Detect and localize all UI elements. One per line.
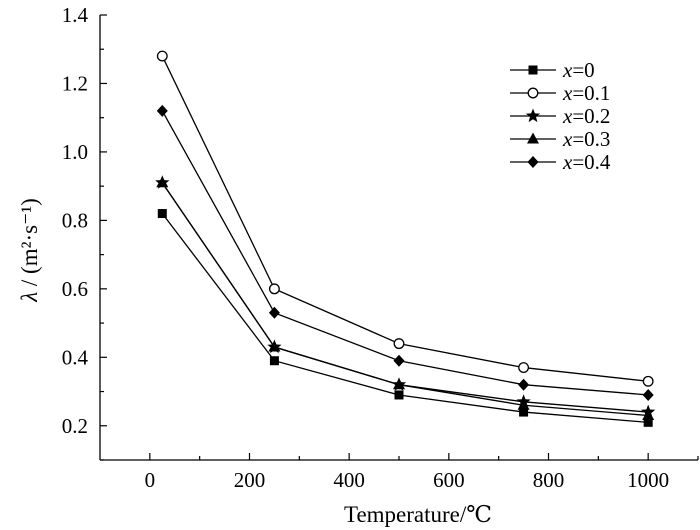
data-point — [156, 104, 168, 117]
legend: x=0x=0.1x=0.2x=0.3x=0.4 — [510, 58, 611, 174]
data-point — [642, 388, 654, 401]
legend-marker — [527, 156, 539, 168]
series-3 — [156, 176, 655, 420]
x-axis: 0 200 400 600 800 1000 — [145, 453, 699, 492]
data-point — [643, 417, 653, 427]
series-4 — [156, 104, 654, 401]
x-tick-label: 200 — [234, 468, 266, 492]
y-axis-unit: / (m²·s⁻¹) — [17, 198, 42, 292]
y-tick-label: 0.8 — [62, 208, 88, 232]
x-tick-label: 400 — [333, 468, 365, 492]
x-tick-label: 0 — [145, 468, 156, 492]
series-0 — [157, 209, 653, 427]
y-tick-label: 1.4 — [62, 3, 89, 27]
y-axis-symbol: λ — [17, 292, 42, 303]
data-point — [156, 50, 168, 62]
legend-marker — [527, 132, 539, 144]
y-tick-label: 1.2 — [62, 71, 88, 95]
series-2 — [155, 175, 656, 419]
legend-marker — [527, 87, 539, 99]
series-line — [161, 182, 649, 413]
legend-item: x=0 — [510, 58, 595, 82]
x-tick-label: 800 — [533, 468, 565, 492]
y-axis-title: λ / (m²·s⁻¹) — [17, 198, 42, 303]
legend-label: x=0.4 — [562, 150, 611, 174]
legend-label: x=0.2 — [562, 104, 610, 128]
y-tick-label: 1.0 — [62, 140, 88, 164]
data-point — [393, 378, 405, 390]
y-tick-label: 0.2 — [62, 414, 88, 438]
series-line — [161, 182, 649, 417]
series-1 — [156, 50, 654, 387]
legend-marker — [528, 65, 538, 75]
y-tick-label: 0.6 — [62, 277, 88, 301]
data-point — [394, 390, 404, 400]
data-point — [517, 398, 530, 410]
data-point — [393, 354, 405, 367]
data-point — [518, 362, 530, 374]
data-point — [642, 409, 655, 420]
data-point — [393, 338, 405, 350]
data-point — [156, 176, 169, 188]
legend-label: x=0.1 — [562, 81, 610, 105]
data-point — [269, 356, 279, 366]
legend-item: x=0.2 — [510, 104, 610, 128]
data-point — [642, 375, 654, 387]
legend-item: x=0.3 — [510, 127, 610, 151]
data-point — [268, 283, 280, 295]
legend-label: x=0.3 — [562, 127, 610, 151]
y-tick-label: 0.4 — [62, 345, 89, 369]
legend-label: x=0 — [562, 58, 595, 82]
y-axis: 0.2 0.4 0.6 0.8 1.0 1.2 1.4 — [62, 3, 107, 461]
x-axis-title: Temperature/℃ — [344, 502, 492, 527]
data-point — [157, 209, 167, 219]
data-point — [268, 340, 281, 352]
data-point — [519, 407, 529, 417]
legend-item: x=0.1 — [510, 81, 610, 105]
legend-item: x=0.4 — [510, 150, 611, 174]
data-point — [518, 378, 530, 391]
x-tick-label: 1000 — [627, 468, 669, 492]
x-tick-label: 600 — [433, 468, 465, 492]
series-layer — [155, 50, 656, 427]
data-point — [268, 306, 280, 319]
series-line — [161, 213, 649, 423]
legend-marker — [525, 108, 541, 123]
